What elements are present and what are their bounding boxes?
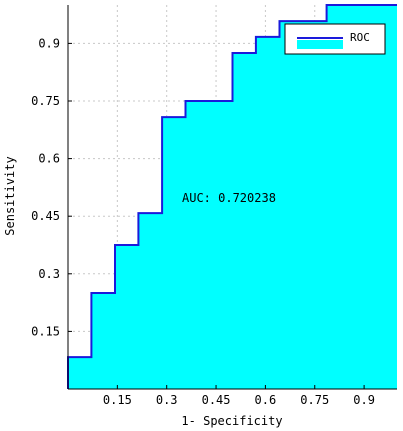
roc-curve-line <box>67 4 397 389</box>
legend-swatch <box>297 40 343 49</box>
x-tick-label-3: 0.6 <box>255 393 277 407</box>
roc-area-fill <box>68 5 397 389</box>
auc-annotation: AUC: 0.720238 <box>182 191 276 205</box>
axis-layer <box>67 5 397 390</box>
x-tick-label-2: 0.45 <box>202 393 231 407</box>
y-axis-title: Sensitivity <box>3 156 17 235</box>
legend-label: ROC <box>350 31 370 44</box>
legend: ROC <box>284 23 386 55</box>
y-tick-label-0: 0.15 <box>31 324 60 338</box>
tick-layer: 0.15 0.3 0.45 0.6 0.75 0.9 0.15 0.3 0.45 0.6 0.75 0… <box>31 36 375 407</box>
y-tick-label-5: 0.9 <box>38 36 60 50</box>
area-layer <box>67 4 397 389</box>
x-tick-label-4: 0.75 <box>300 393 329 407</box>
x-tick-label-0: 0.15 <box>103 393 132 407</box>
x-tick-label-5: 0.9 <box>353 393 375 407</box>
y-tick-label-2: 0.45 <box>31 209 60 223</box>
x-tick-label-1: 0.3 <box>156 393 178 407</box>
y-tick-label-1: 0.3 <box>38 267 60 281</box>
y-tick-label-4: 0.75 <box>31 94 60 108</box>
y-tick-label-3: 0.6 <box>38 152 60 166</box>
x-axis-title: 1- Specificity <box>181 414 282 428</box>
